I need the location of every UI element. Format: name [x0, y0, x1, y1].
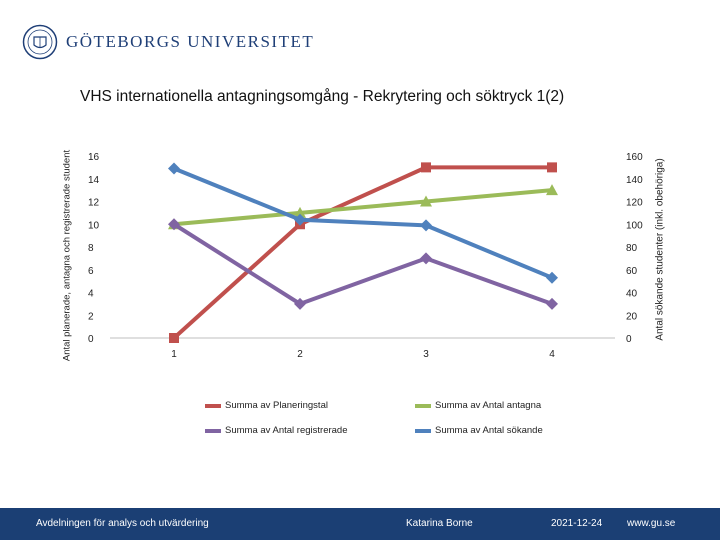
legend-item-antagna: Summa av Antal antagna [415, 400, 625, 411]
y-right-tick-label: 0 [626, 334, 632, 345]
y-left-tick-label: 4 [88, 289, 94, 300]
data-point-summa-av-antal-antagna [294, 206, 306, 218]
legend-label: Summa av Antal antagna [435, 400, 542, 411]
y-left-tick-label: 10 [88, 220, 100, 231]
data-point-summa-av-antal-registrerade [294, 297, 306, 310]
x-tick-label: 2 [297, 349, 303, 360]
y-left-tick-label: 2 [88, 311, 94, 322]
y-right-tick-label: 20 [626, 311, 638, 322]
data-point-summa-av-antal-s-kande [294, 213, 306, 226]
footer-department: Avdelningen för analys och utvärdering [36, 518, 209, 529]
legend-item-planeringstal: Summa av Planeringstal [205, 400, 415, 411]
data-point-summa-av-antal-antagna [420, 195, 432, 207]
university-seal-logo [22, 24, 58, 60]
data-point-summa-av-antal-s-kande [420, 219, 432, 232]
series-line-summa-av-antal-antagna [173, 188, 553, 227]
legend-swatch [415, 428, 431, 433]
footer-bar: Avdelningen för analys och utvärdering K… [0, 508, 720, 540]
legend-label: Summa av Antal sökande [435, 425, 543, 436]
series-line-summa-av-antal-s-kande [173, 166, 553, 280]
legend-swatch [415, 403, 431, 408]
legend-item-registrerade: Summa av Antal registrerade [205, 425, 415, 436]
header: GÖTEBORGS UNIVERSITET [22, 20, 314, 64]
y-left-tick-label: 12 [88, 198, 100, 209]
legend-swatch [205, 403, 221, 408]
chart-title: VHS internationella antagningsomgång - R… [80, 88, 565, 105]
x-tick-label: 4 [549, 349, 555, 360]
footer-author: Katarina Borne [406, 518, 473, 529]
data-point-summa-av-planeringstal [169, 333, 179, 343]
series-line-summa-av-antal-registrerade [172, 222, 553, 306]
footer-date: 2021-12-24 [551, 518, 603, 529]
y-left-tick-label: 0 [88, 334, 94, 345]
data-point-summa-av-antal-s-kande [168, 162, 180, 175]
y-left-tick-label: 8 [88, 243, 94, 254]
x-tick-label: 1 [171, 349, 177, 360]
data-point-summa-av-antal-registrerade [420, 252, 432, 265]
y-right-tick-label: 160 [626, 152, 643, 163]
y-right-tick-label: 140 [626, 175, 643, 186]
y-right-tick-label: 40 [626, 289, 638, 300]
y-right-tick-label: 120 [626, 198, 643, 209]
data-point-summa-av-antal-antagna [546, 184, 558, 196]
chart-legend: Summa av Planeringstal Summa av Antal an… [205, 400, 625, 436]
legend-item-sokande: Summa av Antal sökande [415, 425, 625, 436]
legend-swatch [205, 428, 221, 433]
x-tick-label: 3 [423, 349, 429, 360]
y-left-tick-label: 6 [88, 266, 94, 277]
y-right-tick-label: 80 [626, 243, 638, 254]
footer-website[interactable]: www.gu.se [627, 518, 676, 529]
data-point-summa-av-antal-s-kande [546, 271, 558, 284]
university-name: GÖTEBORGS UNIVERSITET [66, 32, 315, 51]
legend-label: Summa av Antal registrerade [225, 425, 348, 436]
data-point-summa-av-antal-registrerade [546, 297, 558, 310]
y-right-tick-label: 60 [626, 266, 638, 277]
data-point-summa-av-planeringstal [421, 162, 431, 173]
y-right-tick-label: 100 [626, 220, 643, 231]
y-left-tick-label: 14 [88, 175, 100, 186]
legend-label: Summa av Planeringstal [225, 400, 328, 411]
data-point-summa-av-antal-registrerade [168, 218, 180, 231]
data-point-summa-av-planeringstal [547, 162, 557, 173]
y-left-tick-label: 16 [88, 152, 100, 163]
series-line-summa-av-planeringstal [172, 165, 552, 340]
